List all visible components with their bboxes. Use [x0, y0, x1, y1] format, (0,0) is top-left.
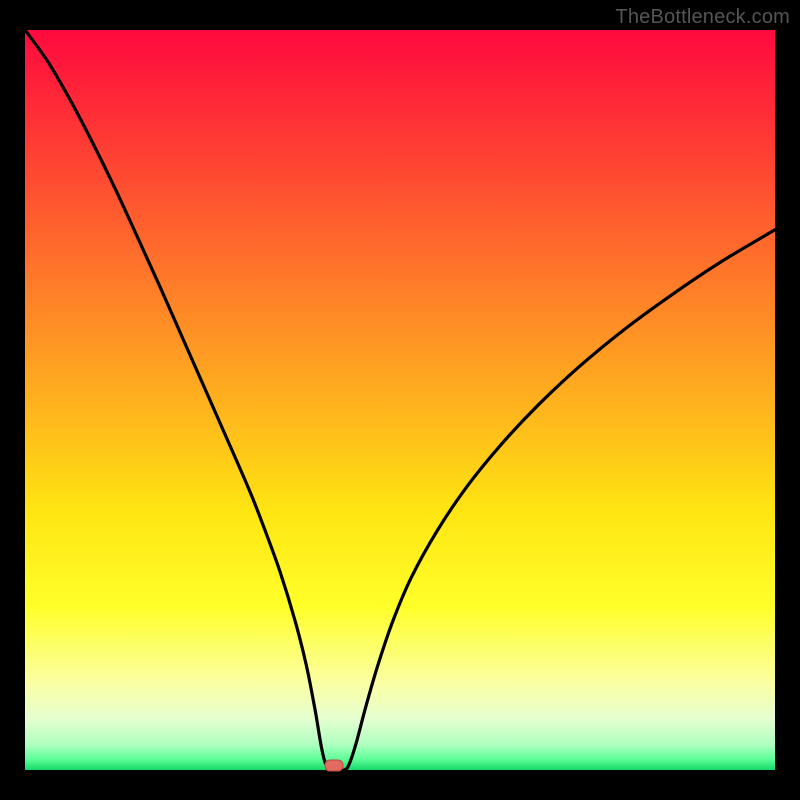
- bottleneck-chart: [0, 0, 800, 800]
- chart-container: TheBottleneck.com: [0, 0, 800, 800]
- plot-area: [25, 30, 775, 770]
- optimal-marker: [325, 760, 343, 771]
- watermark-text: TheBottleneck.com: [615, 6, 790, 29]
